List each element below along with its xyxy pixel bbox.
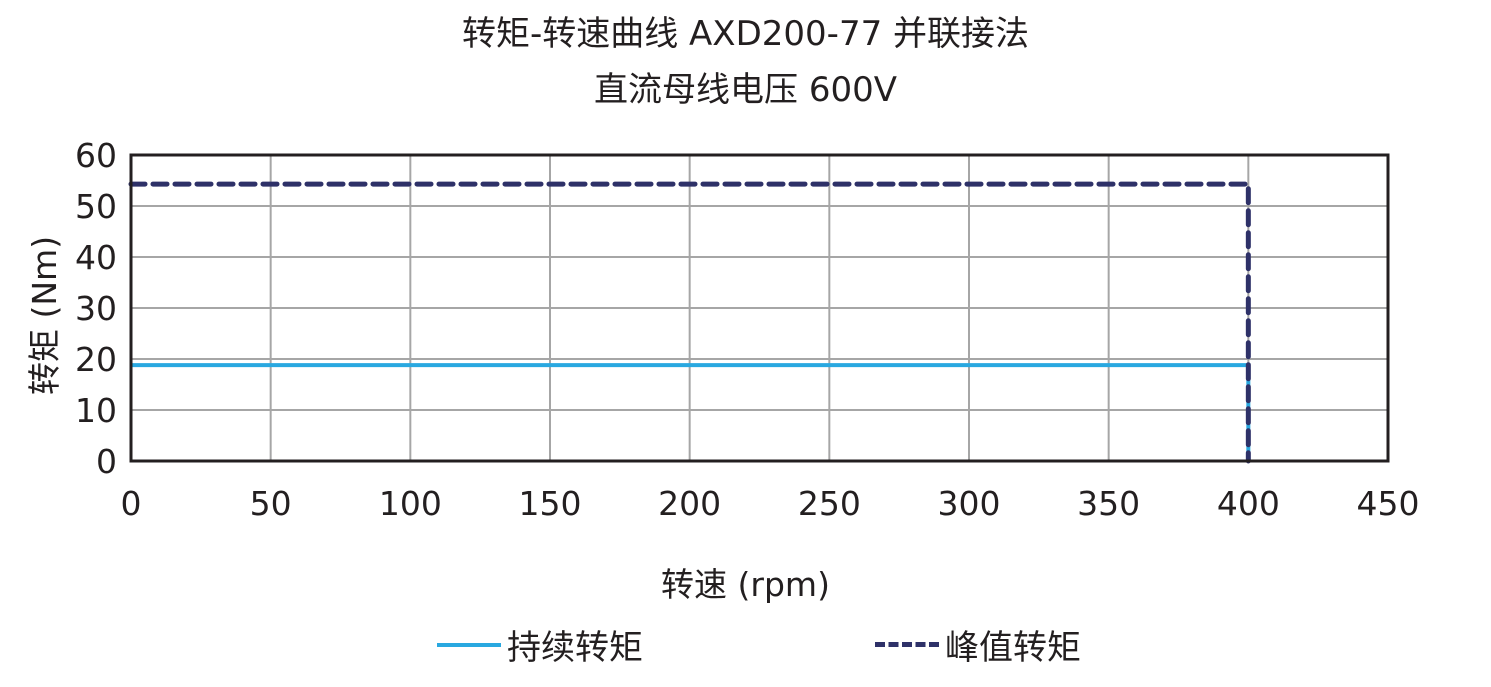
x-tick-label: 350 <box>1077 484 1140 523</box>
legend-item-peak: 峰值转矩 <box>875 620 1081 669</box>
x-axis-label: 转速 (rpm) <box>661 565 830 604</box>
y-tick-label: 40 <box>75 238 117 277</box>
x-tick-label: 100 <box>379 484 442 523</box>
x-tick-label: 300 <box>938 484 1001 523</box>
x-tick-label: 0 <box>121 484 142 523</box>
y-axis-label: 转矩 (Nm) <box>25 235 64 395</box>
peak-torque-line <box>128 181 1251 464</box>
legend-dashed-line-icon <box>875 642 939 647</box>
y-tick-label: 60 <box>75 136 117 175</box>
legend-solid-line-icon <box>437 642 501 647</box>
y-tick-label: 10 <box>75 391 117 430</box>
chart-title-line1: 转矩-转速曲线 AXD200-77 并联接法 <box>461 14 1030 54</box>
y-tick-label: 30 <box>75 289 117 328</box>
y-tick-label: 50 <box>75 187 117 226</box>
x-tick-label: 150 <box>519 484 582 523</box>
legend-item-continuous: 持续转矩 <box>437 620 643 669</box>
y-tick-label: 0 <box>96 442 117 481</box>
x-tick-label: 400 <box>1217 484 1280 523</box>
y-tick-label: 20 <box>75 340 117 379</box>
legend-label-continuous: 持续转矩 <box>507 628 643 668</box>
chart-title-line2: 直流母线电压 600V <box>594 70 897 110</box>
x-tick-label: 450 <box>1357 484 1420 523</box>
x-tick-label: 200 <box>658 484 721 523</box>
plot-frame <box>129 153 1390 463</box>
x-tick-label: 250 <box>798 484 861 523</box>
x-tick-label: 50 <box>250 484 292 523</box>
legend-label-peak: 峰值转矩 <box>945 628 1081 668</box>
